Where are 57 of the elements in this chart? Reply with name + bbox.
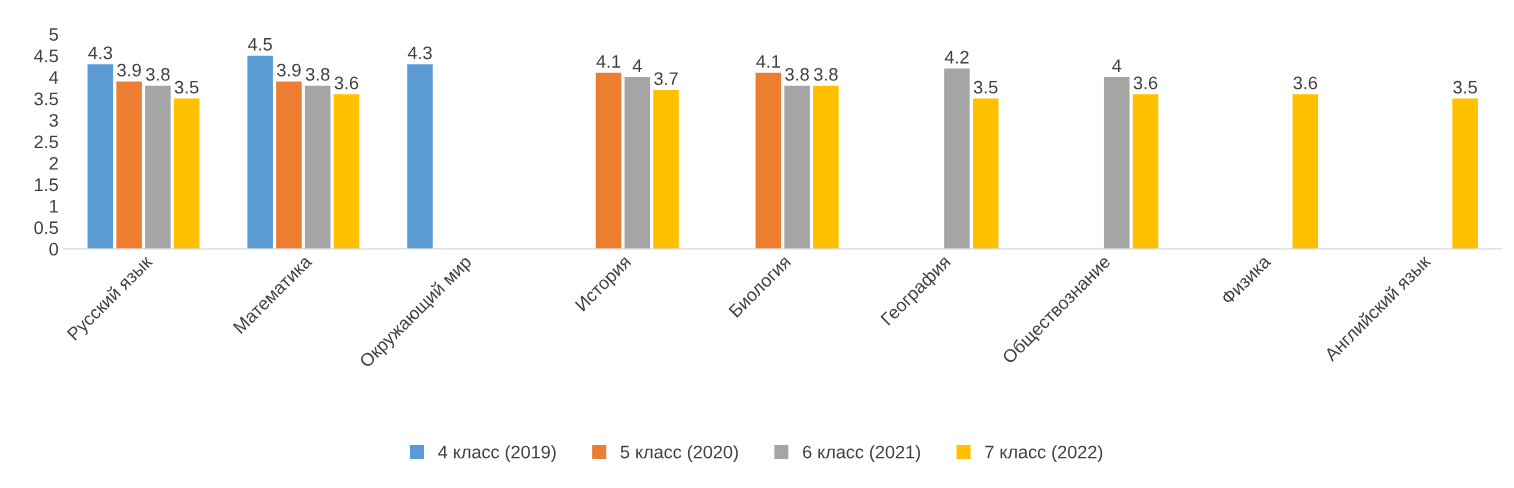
bar <box>1103 77 1130 249</box>
y-tick-label: 3 <box>49 113 58 127</box>
bar <box>972 98 999 249</box>
data-label: 3.9 <box>277 63 301 77</box>
y-tick-label: 2 <box>49 156 58 170</box>
y-tick-label: 3.5 <box>34 92 58 106</box>
y-tick-label: 5 <box>49 28 58 41</box>
legend-label: 5 класс (2020) <box>620 445 738 462</box>
bar <box>333 94 360 249</box>
data-label: 4.5 <box>248 38 272 51</box>
y-tick-label: 4 <box>49 71 59 84</box>
data-label: 4.2 <box>944 50 969 64</box>
bar <box>407 64 433 249</box>
data-label: 3.8 <box>785 67 809 81</box>
data-label: 3.6 <box>1293 76 1318 90</box>
y-tick-label: 0 <box>49 242 59 256</box>
bar <box>1292 94 1319 249</box>
bar <box>813 85 839 249</box>
data-label: 3.8 <box>146 67 170 81</box>
data-label: 4.3 <box>407 46 432 60</box>
bar <box>624 77 651 249</box>
data-label: 3.5 <box>174 80 199 94</box>
y-tick-label: 2.5 <box>34 135 58 149</box>
data-label: 3.8 <box>305 67 330 81</box>
legend-label: 4 класс (2019) <box>438 445 556 462</box>
data-label: 4.3 <box>88 46 113 60</box>
data-label: 3.6 <box>334 76 359 90</box>
bar <box>304 85 331 249</box>
data-label: 3.7 <box>654 72 678 86</box>
bar <box>116 81 142 249</box>
y-tick-label: 4.5 <box>34 49 58 63</box>
y-tick-label: 0.5 <box>34 221 58 235</box>
legend-label: 7 класс (2022) <box>985 445 1103 462</box>
bar <box>173 98 200 249</box>
data-label: 3.5 <box>973 80 998 94</box>
bar <box>276 81 302 249</box>
data-label: 4 <box>632 59 642 72</box>
bar <box>247 55 273 249</box>
bar <box>653 89 679 249</box>
bar <box>784 85 810 249</box>
bar <box>755 72 782 249</box>
data-label: 3.9 <box>117 63 141 77</box>
y-tick-label: 1.5 <box>35 178 58 192</box>
bar <box>595 72 622 249</box>
data-label: 4.1 <box>756 55 781 68</box>
data-label: 4 <box>1112 59 1122 72</box>
data-label: 4.1 <box>596 55 621 68</box>
y-tick-label: 1 <box>50 200 58 213</box>
data-label: 3.6 <box>1133 76 1158 90</box>
data-label: 3.5 <box>1453 80 1477 94</box>
bar <box>87 64 114 249</box>
bar <box>1132 94 1159 249</box>
bar <box>145 85 171 249</box>
bar <box>944 68 970 249</box>
bar <box>1452 98 1478 249</box>
data-label: 3.8 <box>814 67 838 81</box>
legend-label: 6 класс (2021) <box>803 445 921 462</box>
